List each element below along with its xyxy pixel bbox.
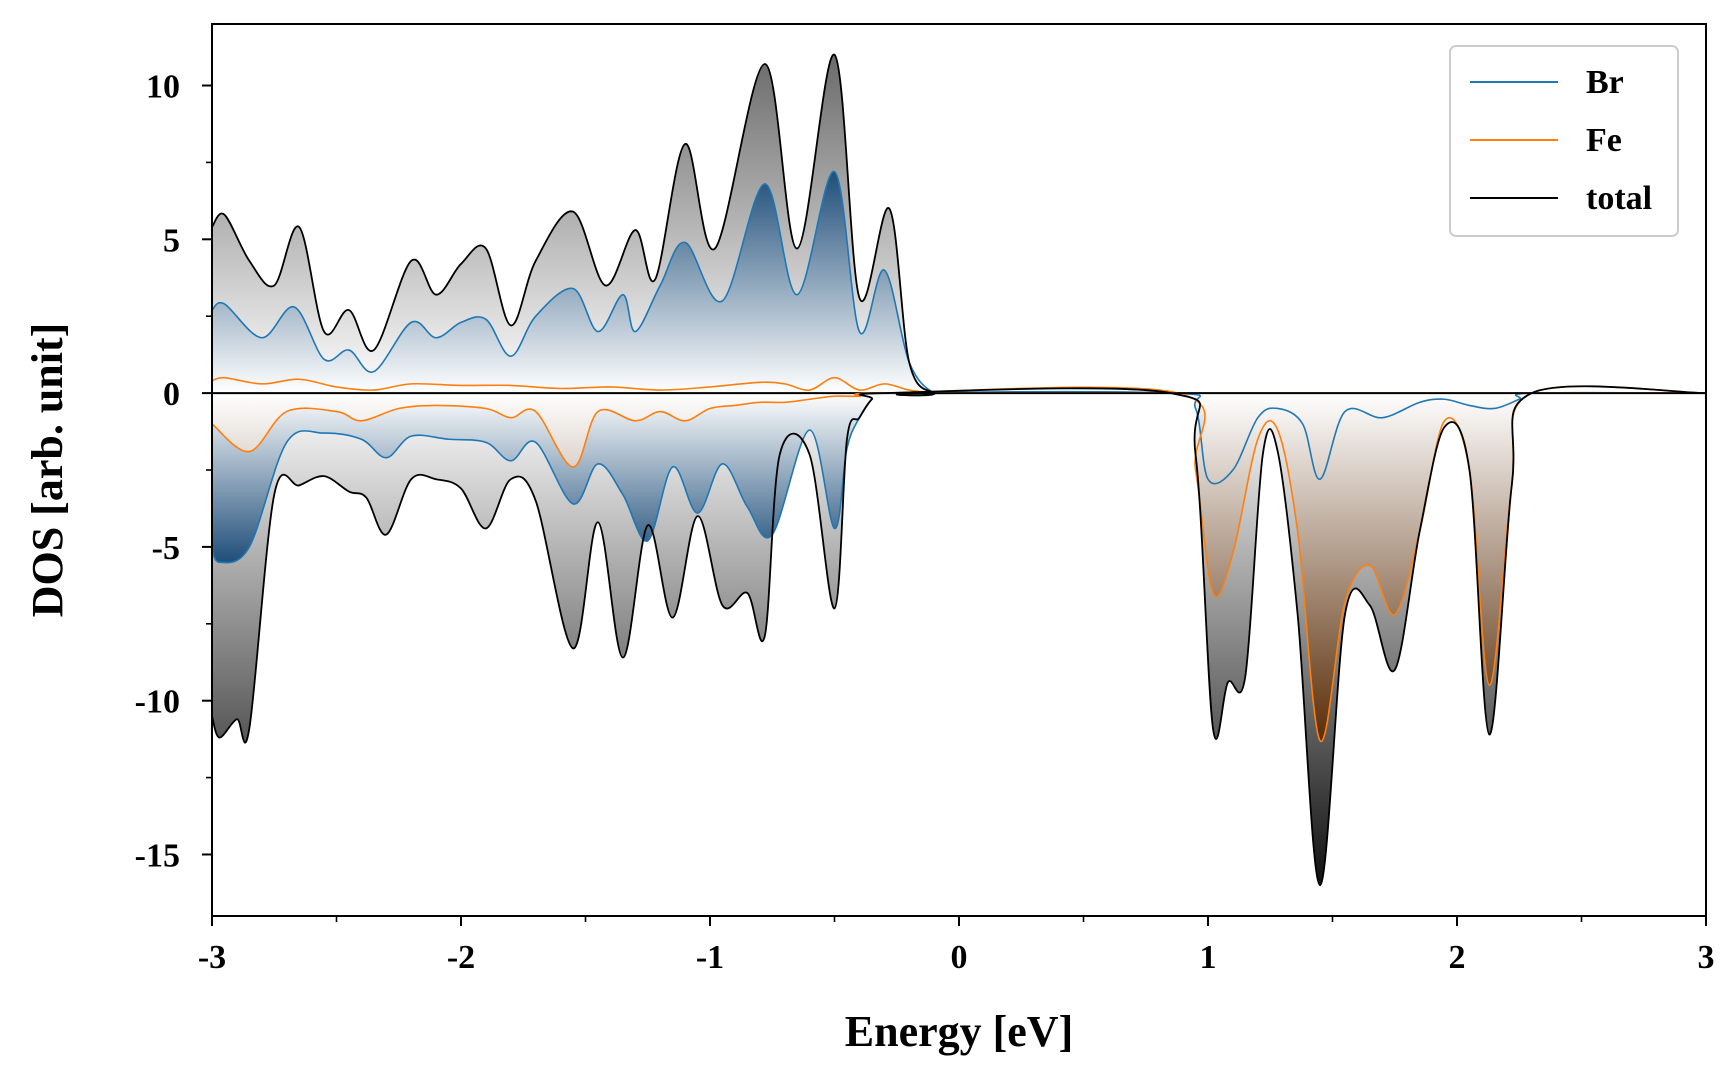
fe-down-fill — [212, 386, 1706, 742]
br-up-line — [212, 170, 1706, 397]
x-tick-label: 0 — [951, 939, 968, 976]
series-lines — [212, 53, 1706, 887]
x-axis-label: Energy [eV] — [845, 1007, 1074, 1056]
y-tick-label: -10 — [135, 684, 180, 721]
x-tick-label: 3 — [1698, 939, 1715, 976]
y-tick-label: 5 — [163, 222, 180, 259]
legend-label-br: Br — [1586, 64, 1624, 101]
x-tick-label: 2 — [1449, 939, 1466, 976]
legend: Br Fe total — [1449, 45, 1679, 237]
x-tick-label: -3 — [198, 939, 226, 976]
y-tick-label: -15 — [135, 837, 180, 874]
y-axis-label: DOS [arb. unit] — [23, 323, 72, 618]
x-tick-label: -2 — [447, 939, 475, 976]
y-tick-label: 0 — [163, 376, 180, 413]
br-up-fill — [212, 171, 1706, 396]
y-tick-label: 10 — [146, 69, 180, 106]
x-tick-label: 1 — [1200, 939, 1217, 976]
legend-label-fe: Fe — [1586, 122, 1622, 159]
y-tick-label: -5 — [152, 530, 180, 567]
x-tick-label: -1 — [696, 939, 724, 976]
legend-box — [1449, 45, 1679, 237]
legend-label-total: total — [1586, 180, 1652, 217]
axis-ticks — [202, 84, 1707, 926]
br-down-line — [212, 390, 1706, 564]
total-up-line — [212, 53, 1706, 397]
total-down-line — [212, 385, 1706, 887]
